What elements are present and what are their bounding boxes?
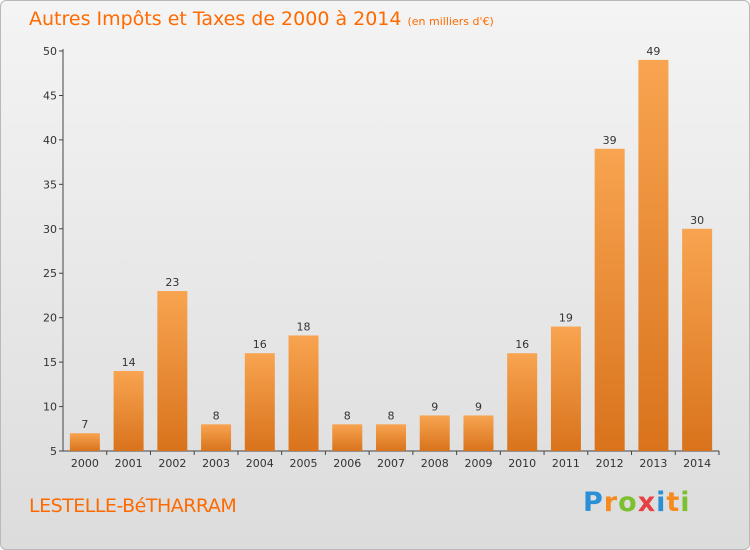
bar-value-label: 16 [253,338,267,351]
bar-value-label: 49 [646,45,660,58]
bar-value-label: 16 [515,338,529,351]
x-tick-label: 2003 [202,457,230,470]
bar-value-label: 7 [81,418,88,431]
bars: 7 14 23 8 16 18 8 8 9 9 16 19 39 49 30 [69,45,713,452]
y-tick-label: 50 [43,45,57,58]
x-tick-label: 2009 [464,457,492,470]
y-tick-label: 15 [43,356,57,369]
bar [419,415,450,451]
y-tick-label: 40 [43,134,57,147]
bar-value-label: 30 [690,214,704,227]
y-tick-label: 30 [43,223,57,236]
x-tick-label: 2014 [683,457,711,470]
x-tick-label: 2005 [290,457,318,470]
logo-letter: x [637,487,657,518]
logo-letter: i [656,487,667,518]
bar-value-label: 18 [297,320,311,333]
bar-value-label: 9 [475,400,482,413]
bar [157,291,188,451]
y-tick-label: 5 [50,445,57,458]
proxiti-logo: Proxiti [583,487,691,518]
bar [332,424,363,451]
bar [550,326,581,451]
y-tick-label: 35 [43,178,57,191]
x-tick-label: 2002 [158,457,186,470]
bar [201,424,232,451]
logo-letter: i [680,487,691,518]
bar [682,228,713,451]
bar-value-label: 8 [344,409,351,422]
x-tick-label: 2007 [377,457,405,470]
logo-letter: r [603,487,619,518]
x-tick-label: 2008 [421,457,449,470]
bar [69,433,100,451]
bar [594,148,625,451]
logo-letter: t [666,487,681,518]
bar [113,371,144,451]
bar-value-label: 8 [213,409,220,422]
chart-subtitle: (en milliers d'€) [407,15,494,28]
bar [376,424,406,451]
bar-value-label: 19 [559,312,573,325]
bar-value-label: 23 [165,276,179,289]
chart-title-text: Autres Impôts et Taxes de 2000 à 2014 [29,8,402,30]
bar [244,353,275,451]
y-tick-label: 20 [43,312,57,325]
commune-name: LESTELLE-BéTHARRAM [29,495,237,517]
x-tick-label: 2006 [333,457,361,470]
bar [507,353,538,451]
logo-letter: P [583,487,604,518]
y-tick-label: 10 [43,401,57,414]
bar-value-label: 9 [431,400,438,413]
logo-letter: o [618,487,638,518]
bar-value-label: 39 [603,134,617,147]
x-tick-label: 2001 [115,457,143,470]
y-tick-label: 45 [43,89,57,102]
bar [638,59,669,452]
x-tick-label: 2011 [552,457,580,470]
bar-value-label: 8 [388,409,395,422]
x-tick-label: 2012 [596,457,624,470]
bar [288,335,319,451]
bar-value-label: 14 [122,356,136,369]
x-tick-label: 2013 [639,457,667,470]
x-tick-label: 2004 [246,457,274,470]
x-tick-label: 2000 [71,457,99,470]
x-tick-label: 2010 [508,457,536,470]
chart-title: Autres Impôts et Taxes de 2000 à 2014 (en… [29,8,494,30]
bar [463,415,494,451]
y-tick-label: 25 [43,267,57,280]
